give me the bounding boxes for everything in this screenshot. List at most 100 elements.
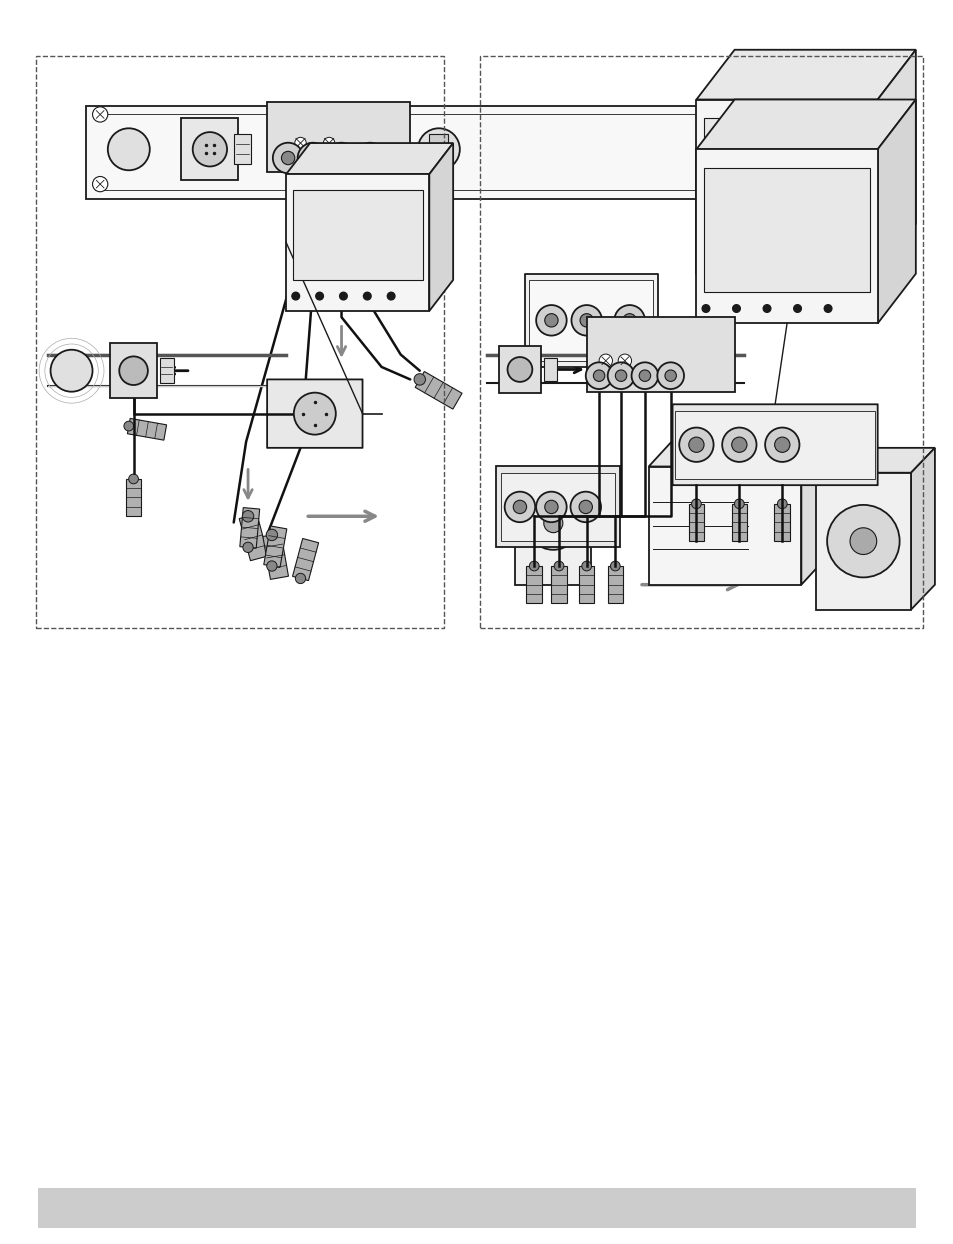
Circle shape — [679, 428, 713, 462]
Bar — [500, 473, 615, 541]
Polygon shape — [429, 143, 453, 311]
Circle shape — [119, 356, 148, 386]
Circle shape — [581, 561, 591, 571]
Circle shape — [326, 143, 356, 173]
Circle shape — [816, 258, 823, 265]
Bar — [496, 466, 619, 547]
Circle shape — [618, 355, 631, 367]
Circle shape — [387, 292, 395, 300]
Circle shape — [607, 362, 634, 389]
Circle shape — [774, 437, 789, 453]
Circle shape — [536, 305, 566, 336]
Polygon shape — [263, 534, 288, 580]
Bar — [648, 466, 801, 585]
Circle shape — [363, 292, 371, 300]
Circle shape — [691, 499, 700, 509]
Polygon shape — [578, 566, 594, 603]
Bar — [86, 106, 867, 199]
Polygon shape — [286, 143, 453, 174]
Polygon shape — [239, 508, 259, 549]
Circle shape — [323, 137, 335, 149]
Circle shape — [849, 527, 876, 555]
Circle shape — [129, 474, 138, 484]
Circle shape — [363, 152, 376, 164]
Circle shape — [793, 305, 801, 312]
Bar — [479, 56, 923, 628]
Circle shape — [417, 128, 459, 170]
Circle shape — [294, 137, 306, 149]
Bar — [524, 274, 658, 367]
Circle shape — [759, 258, 766, 265]
Circle shape — [570, 491, 600, 522]
Bar — [233, 134, 251, 164]
Circle shape — [526, 496, 579, 550]
Polygon shape — [696, 100, 915, 149]
Circle shape — [339, 292, 347, 300]
Polygon shape — [688, 504, 703, 541]
Circle shape — [266, 529, 277, 541]
Bar — [675, 411, 874, 479]
Circle shape — [92, 177, 108, 192]
Circle shape — [826, 505, 899, 577]
Polygon shape — [801, 435, 829, 585]
Circle shape — [273, 143, 303, 173]
Circle shape — [730, 258, 738, 265]
Circle shape — [543, 514, 562, 532]
Circle shape — [294, 393, 335, 434]
FancyBboxPatch shape — [672, 404, 877, 485]
Circle shape — [578, 500, 592, 514]
Circle shape — [731, 437, 746, 453]
FancyBboxPatch shape — [267, 379, 362, 448]
Circle shape — [242, 510, 253, 522]
Polygon shape — [815, 448, 934, 473]
Circle shape — [544, 500, 558, 514]
Circle shape — [507, 357, 532, 382]
Bar — [586, 317, 734, 392]
Circle shape — [701, 305, 709, 312]
Polygon shape — [293, 539, 318, 581]
Circle shape — [355, 143, 385, 173]
Bar — [160, 358, 173, 383]
Bar — [429, 134, 448, 164]
Circle shape — [721, 428, 756, 462]
Circle shape — [529, 561, 538, 571]
Bar — [543, 358, 557, 381]
Circle shape — [267, 561, 276, 571]
Polygon shape — [126, 479, 141, 516]
Polygon shape — [239, 514, 268, 561]
Circle shape — [571, 305, 601, 336]
Bar — [703, 168, 869, 292]
Circle shape — [243, 542, 253, 552]
Circle shape — [306, 152, 319, 164]
Circle shape — [787, 258, 795, 265]
Circle shape — [657, 362, 683, 389]
Circle shape — [610, 561, 619, 571]
Circle shape — [504, 491, 535, 522]
Polygon shape — [910, 448, 934, 610]
Circle shape — [762, 305, 770, 312]
Circle shape — [664, 369, 676, 382]
Circle shape — [292, 292, 299, 300]
Bar — [286, 174, 429, 311]
Polygon shape — [877, 50, 915, 274]
Bar — [703, 118, 869, 243]
Bar — [110, 343, 157, 398]
Polygon shape — [128, 418, 167, 440]
Circle shape — [92, 107, 108, 122]
Bar — [293, 190, 422, 280]
Polygon shape — [696, 50, 915, 100]
Circle shape — [124, 422, 133, 430]
Bar — [696, 100, 877, 274]
Circle shape — [295, 573, 305, 583]
Bar — [498, 346, 540, 393]
Circle shape — [622, 313, 636, 327]
Bar — [815, 473, 910, 610]
Circle shape — [631, 362, 658, 389]
Circle shape — [297, 143, 328, 173]
Circle shape — [615, 369, 626, 382]
Circle shape — [108, 128, 150, 170]
Polygon shape — [551, 566, 566, 603]
Circle shape — [335, 152, 348, 164]
Circle shape — [51, 350, 92, 392]
Circle shape — [281, 152, 294, 164]
